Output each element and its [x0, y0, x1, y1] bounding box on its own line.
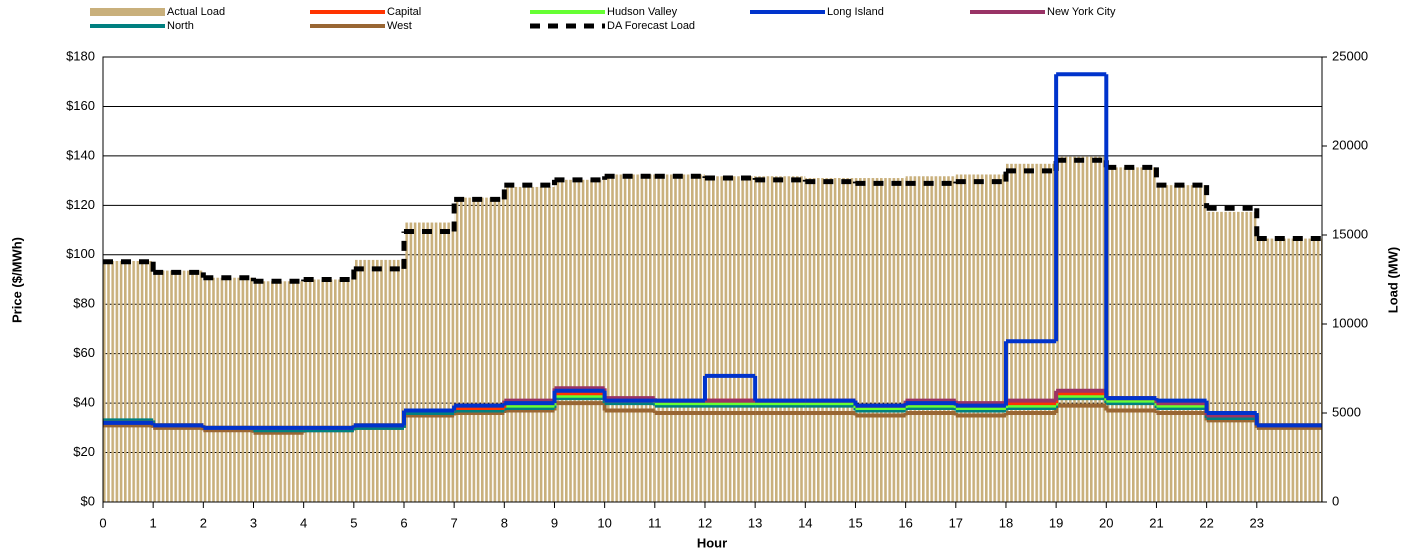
bar — [755, 176, 806, 502]
bar — [905, 176, 956, 502]
y-tick-label: $100 — [66, 246, 95, 261]
y-tick-label: $120 — [66, 197, 95, 212]
y2-axis-title: Load (MW) — [1385, 247, 1400, 313]
bar — [1005, 163, 1057, 503]
y-tick-label: $160 — [66, 98, 95, 113]
legend-label: Hudson Valley — [607, 6, 678, 18]
bar — [353, 259, 404, 502]
bar — [1156, 185, 1207, 502]
y2-tick-label: 0 — [1332, 493, 1339, 508]
x-tick-label: 14 — [798, 515, 812, 530]
x-tick-label: 13 — [748, 515, 762, 530]
y2-tick-label: 10000 — [1332, 315, 1368, 330]
legend-label: Actual Load — [167, 6, 225, 18]
bar — [704, 176, 756, 502]
bar — [203, 277, 254, 502]
x-tick-label: 9 — [551, 515, 558, 530]
y-tick-label: $180 — [66, 48, 95, 63]
x-tick-label: 16 — [898, 515, 912, 530]
y2-tick-label: 5000 — [1332, 404, 1361, 419]
bar — [454, 197, 505, 502]
y2-tick-label: 25000 — [1332, 48, 1368, 63]
x-tick-label: 0 — [99, 515, 106, 530]
bar — [153, 270, 204, 502]
bar — [504, 186, 555, 502]
y2-tick-label: 15000 — [1332, 226, 1368, 241]
y-tick-label: $0 — [81, 493, 95, 508]
x-tick-label: 21 — [1149, 515, 1163, 530]
legend-label: West — [387, 20, 412, 32]
bar — [403, 222, 455, 503]
bar — [253, 281, 304, 502]
y-tick-label: $140 — [66, 147, 95, 162]
x-tick-label: 7 — [451, 515, 458, 530]
y-tick-label: $40 — [73, 395, 95, 410]
legend-label: Capital — [387, 6, 421, 18]
x-tick-label: 8 — [501, 515, 508, 530]
y-tick-label: $80 — [73, 296, 95, 311]
legend-label: Long Island — [827, 6, 884, 18]
x-tick-label: 12 — [698, 515, 712, 530]
x-tick-label: 2 — [200, 515, 207, 530]
bar — [554, 179, 605, 502]
x-tick-label: 17 — [949, 515, 963, 530]
x-tick-label: 1 — [150, 515, 157, 530]
plot-border — [102, 56, 1323, 503]
x-tick-label: 6 — [400, 515, 407, 530]
y-axis-title: Price ($/MWh) — [9, 237, 24, 323]
plot-area — [102, 56, 1323, 503]
bar — [855, 178, 906, 503]
bar — [604, 174, 655, 503]
bar — [303, 279, 354, 502]
x-axis-title: Hour — [697, 535, 727, 550]
y-tick-label: $20 — [73, 444, 95, 459]
x-tick-label: 4 — [300, 515, 307, 530]
x-tick-label: 10 — [597, 515, 611, 530]
y-tick-label: $60 — [73, 345, 95, 360]
bar — [1206, 211, 1257, 503]
bar — [103, 260, 154, 502]
bar — [1256, 238, 1322, 502]
legend-label: DA Forecast Load — [607, 20, 695, 32]
bar — [654, 174, 705, 503]
x-tick-label: 5 — [350, 515, 357, 530]
x-tick-label: 23 — [1250, 515, 1264, 530]
legend-label: North — [167, 20, 194, 32]
x-tick-label: 11 — [648, 515, 662, 530]
x-tick-label: 19 — [1049, 515, 1063, 530]
bar — [1106, 167, 1157, 503]
bar — [955, 174, 1006, 503]
x-tick-label: 20 — [1099, 515, 1113, 530]
x-tick-label: 22 — [1199, 515, 1213, 530]
legend: Actual Load Capital Hudson Valley Long Isla… — [90, 6, 1116, 32]
x-tick-label: 18 — [999, 515, 1013, 530]
legend-label: New York City — [1047, 6, 1116, 18]
bar — [1056, 156, 1107, 502]
x-tick-label: 15 — [848, 515, 862, 530]
y2-tick-label: 20000 — [1332, 137, 1368, 152]
x-tick-label: 3 — [250, 515, 257, 530]
bar — [805, 178, 856, 503]
